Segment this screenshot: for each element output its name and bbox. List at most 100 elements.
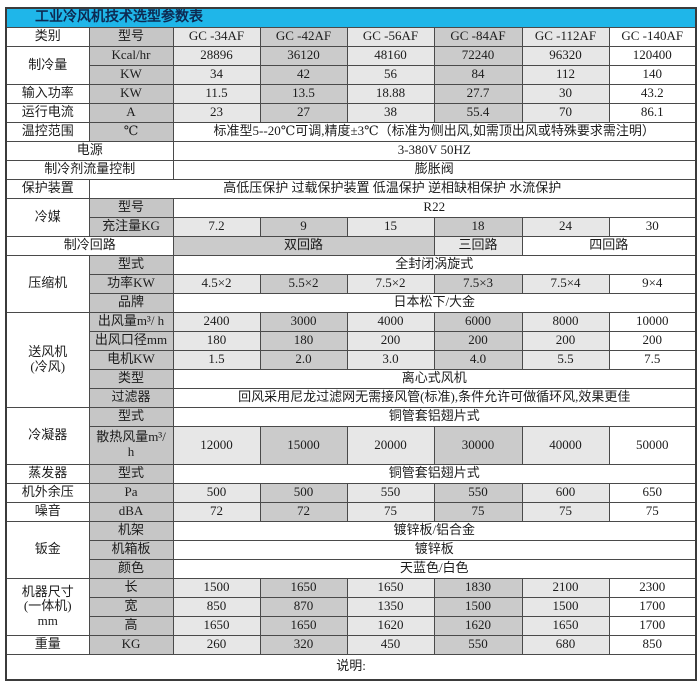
title-row: 工业冷风机技术选型参数表 (5, 7, 697, 28)
spec-cell: 1650 (172, 615, 261, 636)
row-label-input-power: 输入功率 (5, 83, 90, 104)
sub-label-length: 长 (88, 577, 174, 598)
spec-cell: 550 (433, 634, 523, 655)
circuit-dual: 双回路 (172, 235, 435, 256)
row-label-cooling-circuit: 制冷回路 (5, 235, 174, 256)
sub-label-filter: 过滤器 (88, 387, 174, 408)
table-row: 保护装置 高低压保护 过载保护装置 低温保护 逆相缺相保护 水流保护 (5, 178, 697, 199)
spec-cell: 500 (259, 482, 348, 503)
row-label-cooling-capacity: 制冷量 (5, 45, 90, 85)
table-row: 重量 KG 260 320 450 550 680 850 (5, 634, 697, 655)
spec-cell: 56 (346, 64, 435, 85)
spec-cell: 1620 (433, 615, 523, 636)
sub-label-style: 型式 (88, 463, 174, 484)
table-row: 蒸发器 型式 铜管套铝翅片式 (5, 463, 697, 484)
spec-cell: 112 (521, 64, 610, 85)
col-header-model-gc34af: GC -34AF (172, 26, 261, 47)
row-label-refrigerant-flow-control: 制冷剂流量控制 (5, 159, 174, 180)
col-header-model-gc140af: GC -140AF (608, 26, 697, 47)
sub-label-heat-dissipation-volume: 散热风量m³/ h (88, 425, 174, 465)
row-label-evaporator: 蒸发器 (5, 463, 90, 484)
spec-cell: 9×4 (608, 273, 697, 294)
spec-cell: 500 (172, 482, 261, 503)
spec-cell: 23 (172, 102, 261, 123)
spec-cell: 7.5×4 (521, 273, 610, 294)
spec-cell: 320 (259, 634, 348, 655)
spec-cell: 20000 (346, 425, 435, 465)
remarks-note: 说明: (5, 653, 697, 681)
table-row: 机外余压 Pa 500 500 550 550 600 650 (5, 482, 697, 503)
spec-cell: 550 (346, 482, 435, 503)
spec-cell: 1650 (346, 577, 435, 598)
spec-cell: 10000 (608, 311, 697, 332)
spec-cell: 1500 (433, 596, 523, 617)
sub-label-motor-kw: 电机KW (88, 349, 174, 370)
table-row: 电源 3-380V 50HZ (5, 140, 697, 161)
spec-cell: 72240 (433, 45, 523, 66)
spec-cell: 2100 (521, 577, 610, 598)
unit-label: dBA (88, 501, 174, 522)
spec-cell: 450 (346, 634, 435, 655)
spec-cell: 1.5 (172, 349, 261, 370)
row-label-blower: 送风机 (冷风) (5, 311, 90, 408)
spec-cell: 1650 (259, 577, 348, 598)
spec-cell: 30 (608, 216, 697, 237)
spec-cell: 40000 (521, 425, 610, 465)
spec-cell: 180 (259, 330, 348, 351)
row-label-noise: 噪音 (5, 501, 90, 522)
row-label-running-current: 运行电流 (5, 102, 90, 123)
table-row: KW 34 42 56 84 112 140 (6, 64, 697, 85)
spec-cell: 70 (521, 102, 610, 123)
spec-cell: 850 (172, 596, 261, 617)
table-row: 宽 850 870 1350 1500 1500 1700 (6, 596, 697, 617)
table-row: 噪音 dBA 72 72 75 75 75 75 (5, 501, 697, 522)
spec-cell: 18 (433, 216, 523, 237)
spec-cell: 7.5×2 (346, 273, 435, 294)
compressor-brand-value: 日本松下/大金 (172, 292, 697, 313)
row-label-machine-dimensions: 机器尺寸 (一体机) mm (5, 577, 90, 636)
spec-cell: 4.0 (433, 349, 523, 370)
table-row: 机器尺寸 (一体机) mm 长 1500 1650 1650 1830 2100 2300 (5, 577, 697, 636)
spec-cell: 140 (608, 64, 697, 85)
table-row: 制冷回路 双回路 三回路 四回路 (5, 235, 697, 256)
sub-label-air-volume: 出风量m³/ h (88, 311, 174, 332)
spec-cell: 7.5×3 (433, 273, 523, 294)
col-header-category: 类别 (5, 26, 90, 47)
spec-cell: 72 (259, 501, 348, 522)
sub-label-height: 高 (88, 615, 174, 636)
spec-cell: 75 (433, 501, 523, 522)
spec-cell: 42 (259, 64, 348, 85)
sub-label-cabinet-panel: 机箱板 (88, 539, 174, 560)
spec-cell: 30000 (433, 425, 523, 465)
sub-label-power-kw: 功率KW (88, 273, 174, 294)
unit-label: KG (88, 634, 174, 655)
spec-cell: 43.2 (608, 83, 697, 104)
refrigerant-type-value: R22 (172, 197, 697, 218)
table-row: 类别 型号 GC -34AF GC -42AF GC -56AF GC -84AF GC -… (5, 26, 697, 47)
table-row: 钣金 机架 镀锌板/铝合金 (5, 520, 697, 579)
table-row: 冷凝器 型式 铜管套铝翅片式 (5, 406, 697, 465)
spec-cell: 1650 (259, 615, 348, 636)
spec-cell: 200 (608, 330, 697, 351)
page-title: 工业冷风机技术选型参数表 (5, 7, 697, 28)
refrigerant-flow-control-value: 膨胀阀 (172, 159, 697, 180)
table-row: 出风口径mm 180 180 200 200 200 200 (6, 330, 697, 351)
spec-cell: 650 (608, 482, 697, 503)
spec-cell: 1830 (433, 577, 523, 598)
spec-cell: 15 (346, 216, 435, 237)
spec-cell: 27.7 (433, 83, 523, 104)
sub-label-type: 类型 (88, 368, 174, 389)
blower-type-value: 离心式风机 (172, 368, 697, 389)
table-row: 冷媒 型号 R22 (5, 197, 697, 237)
spec-cell: 1700 (608, 596, 697, 617)
row-label-temp-range: 温控范围 (5, 121, 90, 142)
table-row: 送风机 (冷风) 出风量m³/ h 2400 3000 4000 6000 8000 1000… (5, 311, 697, 408)
spec-cell: 84 (433, 64, 523, 85)
spec-cell: 30 (521, 83, 610, 104)
table-row: 机箱板 镀锌板 (6, 539, 697, 560)
spec-cell: 2300 (608, 577, 697, 598)
table-row: 说明: (5, 653, 697, 681)
spec-cell: 36120 (259, 45, 348, 66)
spec-cell: 1500 (172, 577, 261, 598)
circuit-triple: 三回路 (433, 235, 523, 256)
